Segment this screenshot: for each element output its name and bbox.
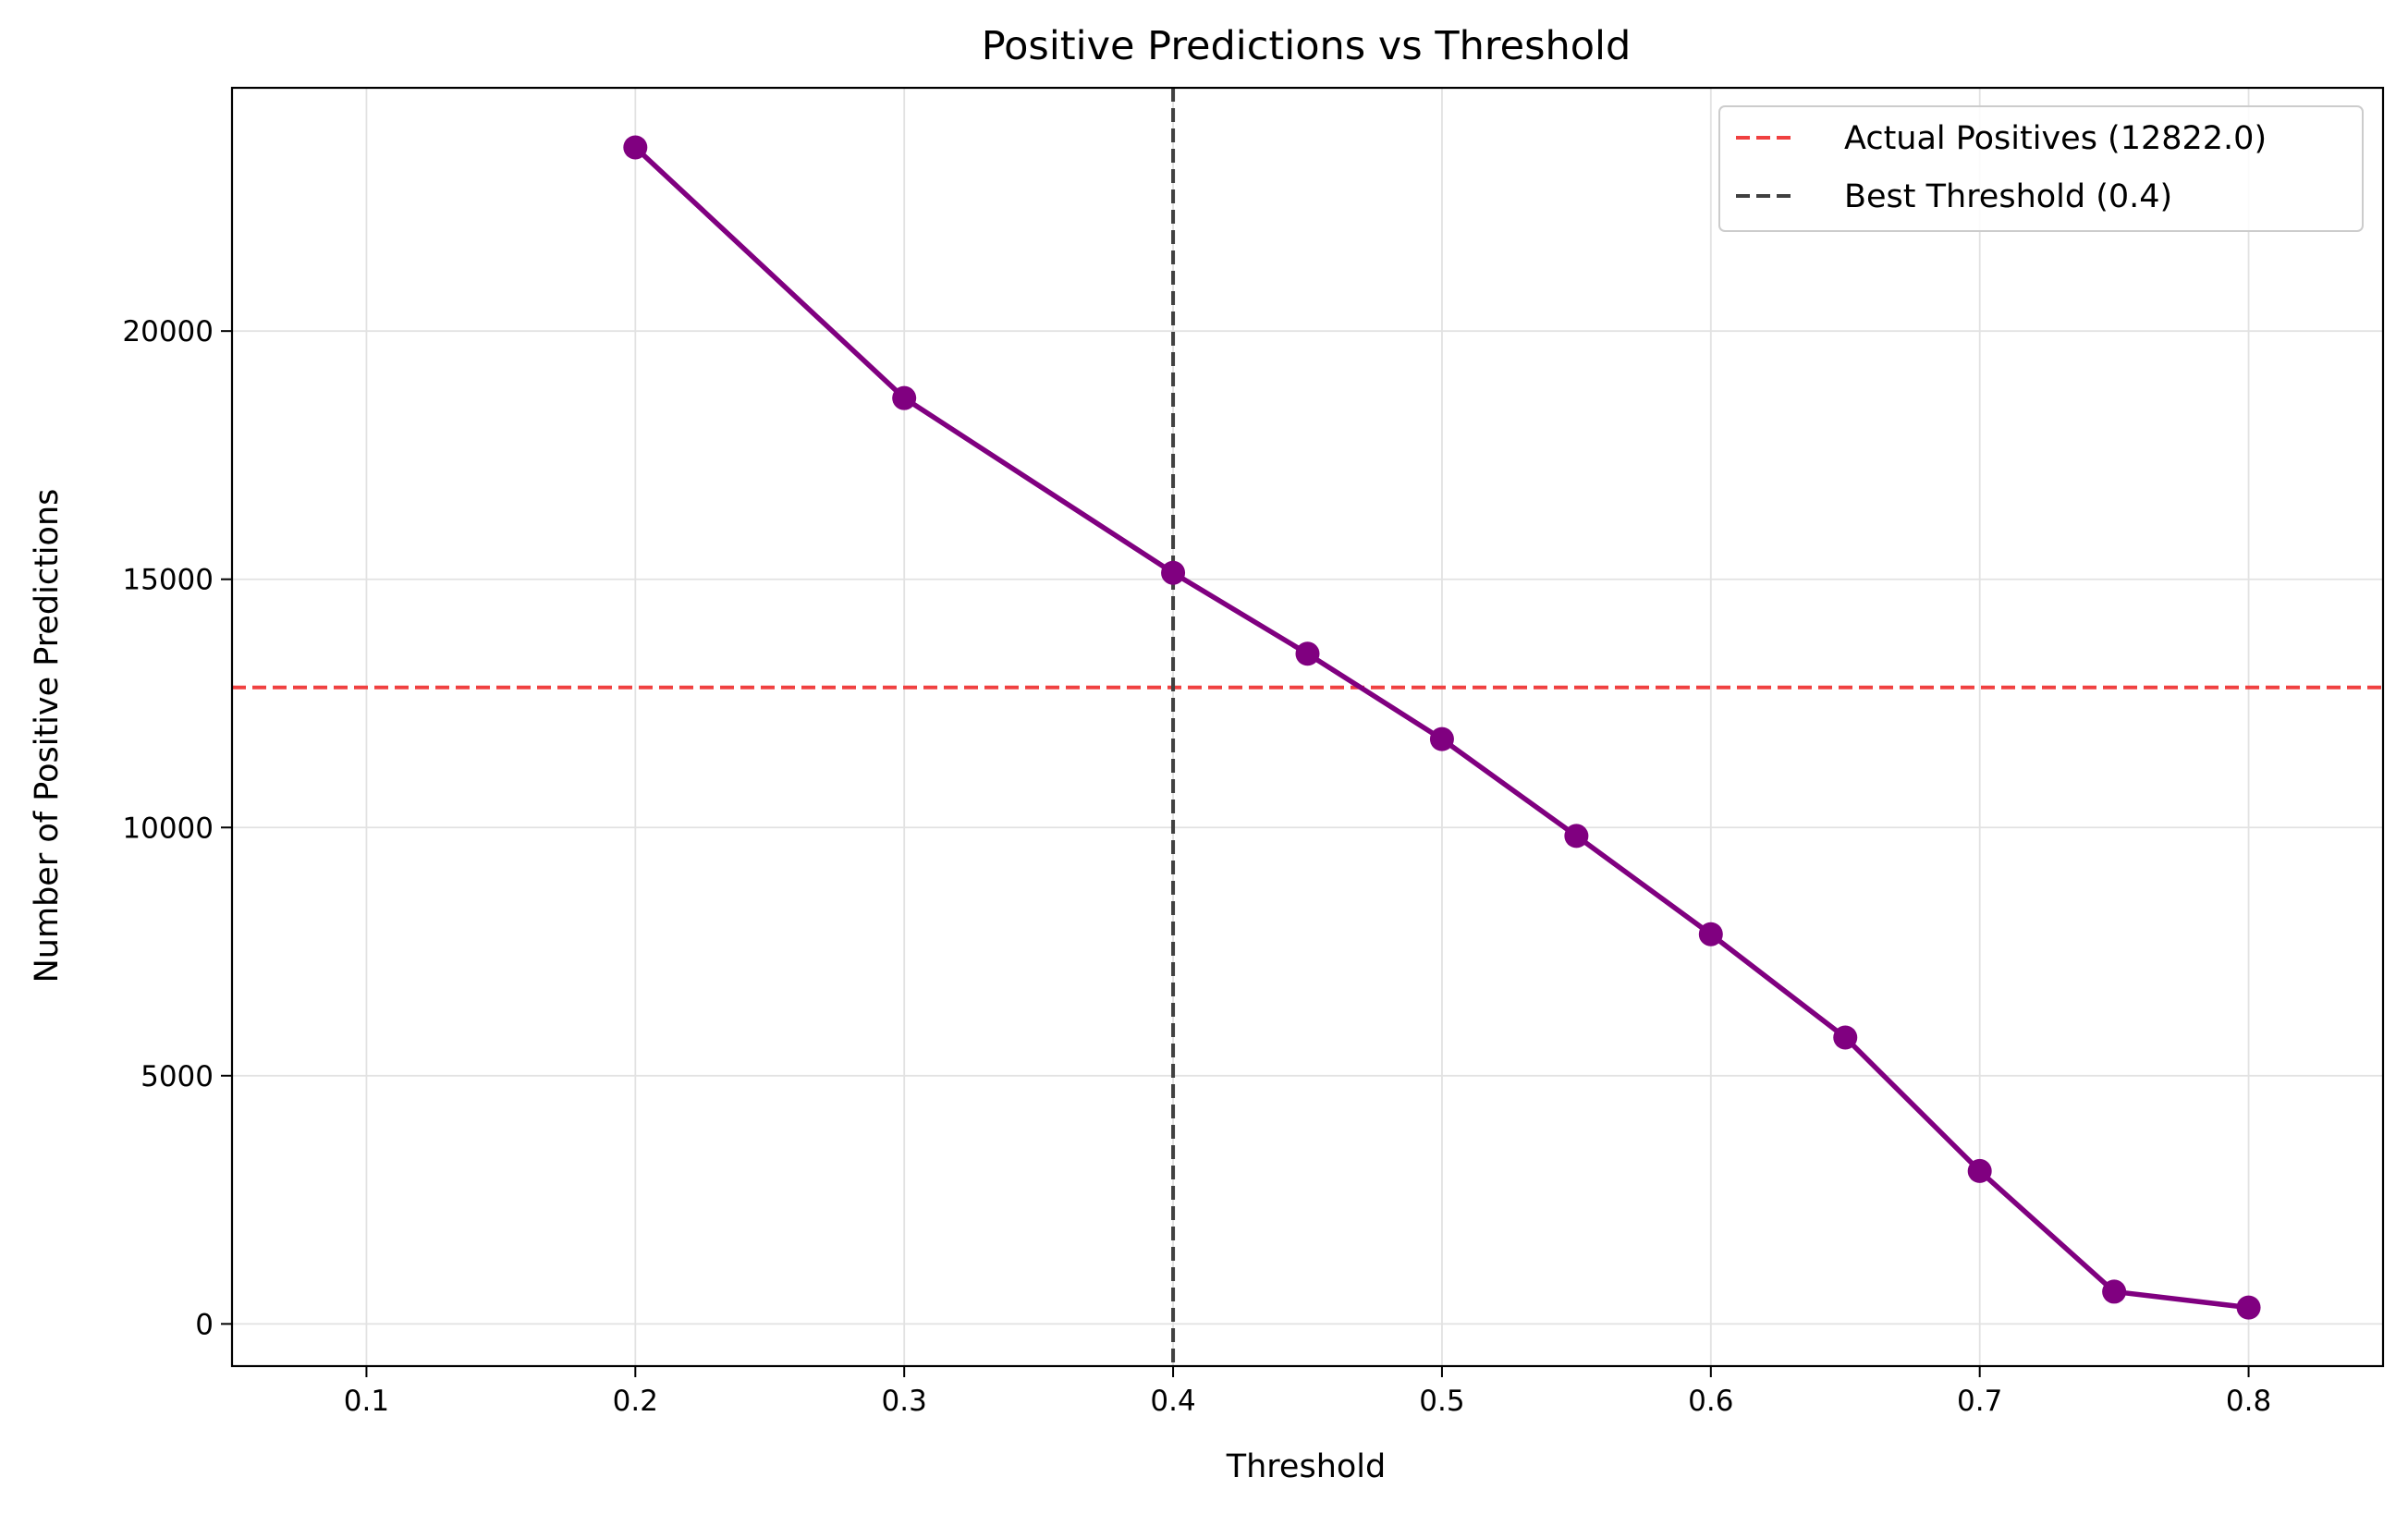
- data-point: [1967, 1158, 1992, 1183]
- y-tick-label: 15000: [122, 564, 214, 597]
- data-point: [2102, 1279, 2127, 1304]
- data-point: [892, 385, 917, 410]
- data-point: [1429, 726, 1454, 751]
- x-tick-label: 0.1: [344, 1385, 389, 1418]
- x-axis-label: Threshold: [1226, 1448, 1387, 1485]
- data-series: [623, 135, 2261, 1320]
- y-tick-label: 5000: [141, 1060, 214, 1093]
- data-point: [2236, 1295, 2261, 1320]
- plot-frame: [230, 86, 2385, 1368]
- data-point: [623, 135, 648, 160]
- x-tick-label: 0.7: [1957, 1385, 2002, 1418]
- data-point: [1564, 824, 1589, 849]
- chart-title: Positive Predictions vs Threshold: [982, 23, 1632, 69]
- data-point: [1161, 560, 1186, 585]
- y-tick-label: 10000: [122, 812, 214, 845]
- data-point: [1698, 922, 1723, 946]
- y-tick-label: 20000: [122, 315, 214, 348]
- grid: [232, 88, 2383, 1366]
- reference-lines: [232, 88, 2383, 1366]
- x-tick-label: 0.3: [882, 1385, 927, 1418]
- legend-label: Actual Positives (12822.0): [1844, 120, 2267, 157]
- legend-label: Best Threshold (0.4): [1844, 178, 2172, 215]
- data-point: [1295, 641, 1320, 666]
- axis-ticks: 0.1 0.2 0.3 0.4 0.5 0.6 0.7 0.8 0 5000 10000 15000 2…: [122, 315, 2271, 1418]
- x-tick-label: 0.4: [1150, 1385, 1195, 1418]
- y-tick-label: 0: [195, 1308, 214, 1341]
- data-point: [1833, 1025, 1858, 1050]
- legend: Actual Positives (12822.0) Best Threshold…: [1718, 105, 2364, 232]
- x-tick-label: 0.5: [1419, 1385, 1464, 1418]
- x-tick-label: 0.2: [613, 1385, 658, 1418]
- x-tick-label: 0.6: [1688, 1385, 1733, 1418]
- legend-box: [1718, 105, 2364, 232]
- y-axis-label: Number of Positive Predictions: [29, 489, 66, 983]
- x-tick-label: 0.8: [2226, 1385, 2271, 1418]
